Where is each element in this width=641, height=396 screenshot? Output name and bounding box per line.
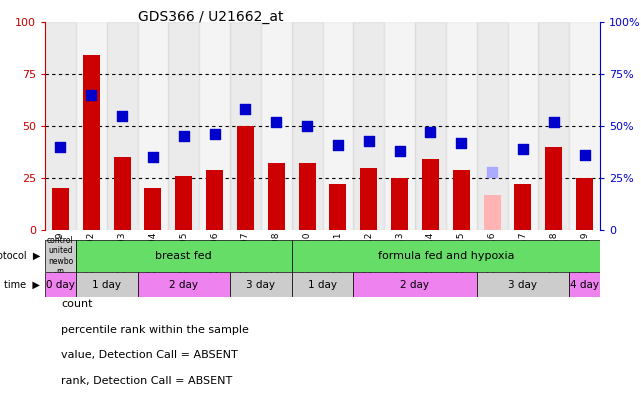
Bar [144,188,162,230]
Text: 3 day: 3 day [246,280,276,289]
Bar [446,22,477,230]
Bar [569,22,600,230]
Bar [360,168,378,230]
Text: 2 day: 2 day [169,280,198,289]
Bar [138,272,230,297]
Bar [52,188,69,230]
Bar [477,272,569,297]
Text: breast fed: breast fed [155,251,212,261]
Bar [292,240,600,272]
Bar [261,22,292,230]
Bar [230,22,261,230]
Bar [138,22,169,230]
Text: 2 day: 2 day [401,280,429,289]
Text: 1 day: 1 day [308,280,337,289]
Bar [477,22,508,230]
Bar [292,22,322,230]
Bar [76,272,138,297]
Point [240,106,251,112]
Bar [230,272,292,297]
Bar [292,272,353,297]
Bar [45,272,76,297]
Point [425,129,435,135]
Text: protocol  ▶: protocol ▶ [0,251,40,261]
Bar [113,157,131,230]
Point [210,131,220,137]
Bar [415,22,446,230]
Bar [329,184,346,230]
Bar [538,22,569,230]
Point [302,123,312,129]
Bar [106,22,138,230]
Bar [45,22,76,230]
Text: value, Detection Call = ABSENT: value, Detection Call = ABSENT [61,350,238,360]
Point [487,169,497,175]
Point [148,154,158,160]
Text: formula fed and hypoxia: formula fed and hypoxia [378,251,514,261]
Bar [45,240,76,272]
Text: 0 day: 0 day [46,280,75,289]
Bar [391,178,408,230]
Point [579,152,590,158]
Point [55,144,65,150]
Bar [569,272,600,297]
Bar [322,22,353,230]
Bar [353,22,384,230]
Text: 4 day: 4 day [570,280,599,289]
Text: control
united
newbo
rn: control united newbo rn [47,236,74,276]
Bar [453,169,470,230]
Text: 1 day: 1 day [92,280,121,289]
Bar [175,176,192,230]
Bar [353,272,477,297]
Text: 3 day: 3 day [508,280,537,289]
Bar [76,22,106,230]
Text: GDS366 / U21662_at: GDS366 / U21662_at [138,10,283,24]
Bar [76,240,292,272]
Point [179,133,189,139]
Point [117,112,127,119]
Point [549,119,559,125]
Text: count: count [61,299,92,309]
Bar [545,147,562,230]
Bar [576,178,593,230]
Point [518,146,528,152]
Text: rank, Detection Call = ABSENT: rank, Detection Call = ABSENT [61,376,232,386]
Bar [169,22,199,230]
Point [271,119,281,125]
Point [86,91,96,98]
Point [394,148,404,154]
Bar [515,184,531,230]
Bar [508,22,538,230]
Bar [237,126,254,230]
Text: percentile rank within the sample: percentile rank within the sample [61,325,249,335]
Bar [268,164,285,230]
Bar [299,164,315,230]
Point [333,141,343,148]
Bar [199,22,230,230]
Text: time  ▶: time ▶ [4,280,40,289]
Bar [384,22,415,230]
Bar [422,159,439,230]
Point [363,137,374,144]
Bar [206,169,223,230]
Bar [83,55,100,230]
Point [456,139,467,146]
Bar [483,195,501,230]
